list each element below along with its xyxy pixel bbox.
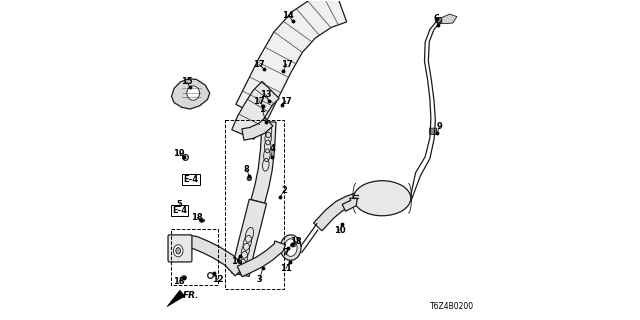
Ellipse shape [176,248,180,254]
Ellipse shape [180,208,187,212]
Text: 17: 17 [280,97,292,106]
Ellipse shape [173,245,183,257]
Polygon shape [237,241,285,277]
Text: 16: 16 [231,258,243,267]
Text: 5: 5 [176,200,182,209]
Text: 14: 14 [282,11,294,20]
Ellipse shape [275,246,282,253]
Polygon shape [242,117,273,140]
Ellipse shape [182,209,186,211]
Ellipse shape [284,239,297,256]
Text: 10: 10 [334,226,346,235]
Text: 19: 19 [173,149,185,158]
Polygon shape [442,14,457,24]
Text: 8: 8 [244,165,250,174]
Ellipse shape [182,276,186,278]
FancyBboxPatch shape [429,128,436,134]
Polygon shape [186,235,244,276]
Text: 17: 17 [281,60,292,69]
Text: 13: 13 [260,90,271,99]
Ellipse shape [291,244,296,247]
Text: E-4: E-4 [172,206,188,215]
Ellipse shape [187,86,200,100]
Text: T6Z4B0200: T6Z4B0200 [431,302,474,311]
Polygon shape [314,193,360,231]
Polygon shape [251,121,276,203]
Polygon shape [172,79,210,109]
Text: FR.: FR. [182,291,199,300]
Polygon shape [167,290,185,307]
Text: 15: 15 [181,77,193,86]
Text: 18: 18 [290,237,301,246]
Text: 4: 4 [269,144,275,153]
Ellipse shape [353,181,411,216]
Ellipse shape [181,276,186,279]
Text: 2: 2 [282,186,287,195]
Text: 3: 3 [257,275,262,284]
Text: 17: 17 [253,97,264,106]
Text: 9: 9 [436,122,442,131]
Text: 12: 12 [212,275,223,284]
Ellipse shape [248,177,250,180]
Text: E-4: E-4 [184,175,198,184]
Ellipse shape [280,235,301,260]
Polygon shape [232,199,266,276]
FancyBboxPatch shape [168,235,192,262]
Text: 17: 17 [253,60,264,69]
Bar [225,120,284,289]
Polygon shape [232,81,279,139]
Polygon shape [342,198,357,211]
Text: 18: 18 [191,213,203,222]
Ellipse shape [291,244,294,246]
Text: 7: 7 [283,248,289,257]
Ellipse shape [201,220,204,221]
Bar [171,229,218,285]
Text: 11: 11 [280,264,292,273]
Text: 6: 6 [433,14,439,23]
Text: 18: 18 [173,276,185,285]
Ellipse shape [247,176,252,181]
Text: 1: 1 [259,105,265,114]
Ellipse shape [436,18,445,23]
Polygon shape [236,0,347,120]
Ellipse shape [200,219,205,222]
Ellipse shape [276,247,280,251]
